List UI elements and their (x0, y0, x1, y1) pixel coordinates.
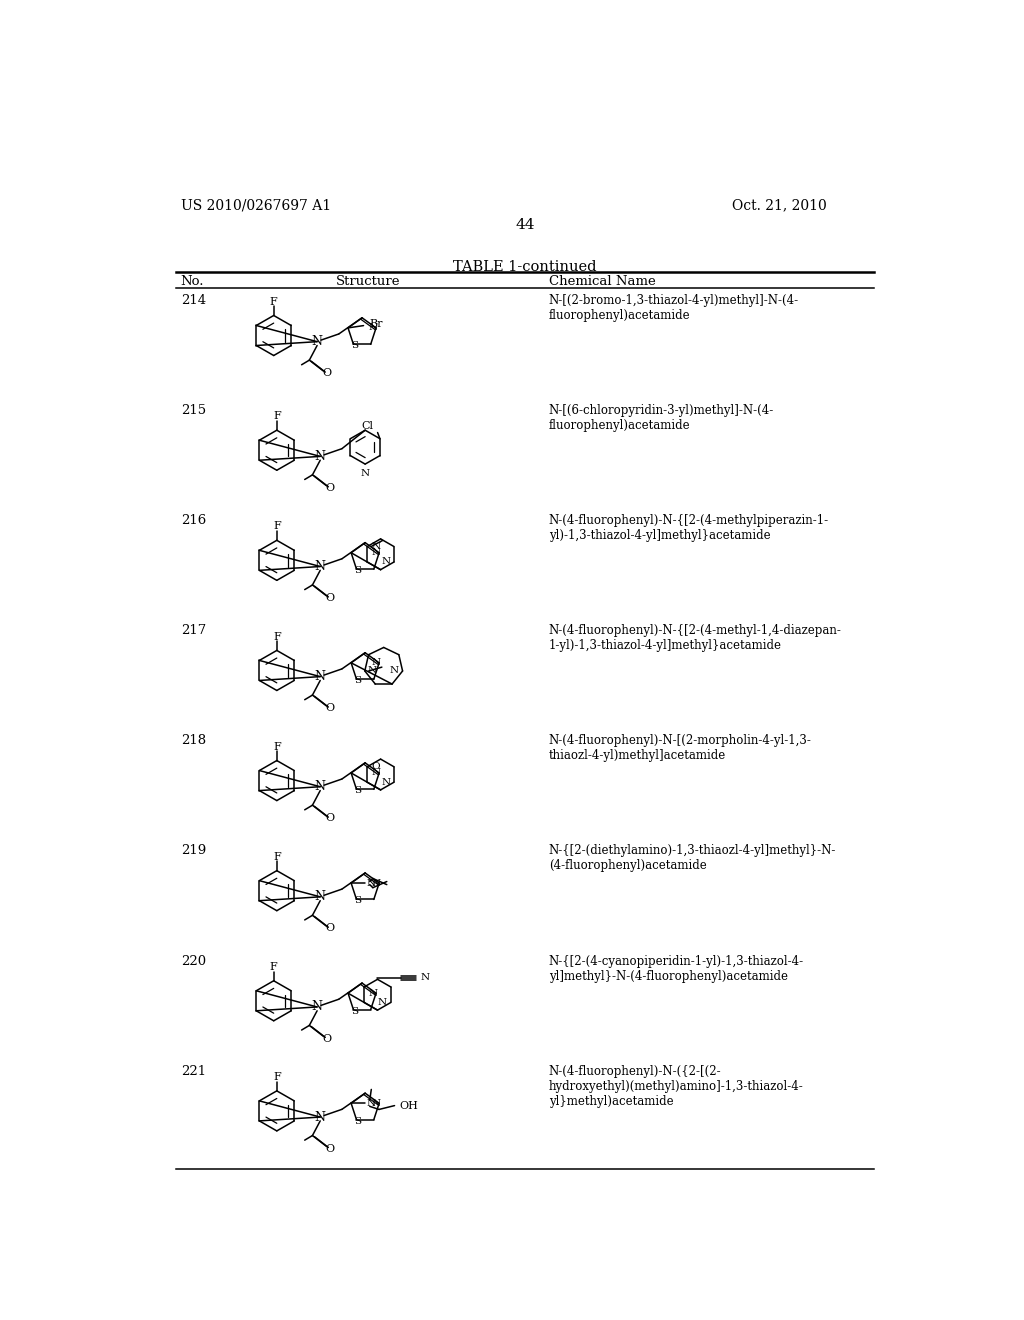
Text: N: N (372, 768, 381, 777)
Text: N: N (360, 469, 370, 478)
Text: OH: OH (399, 1101, 418, 1110)
Text: O: O (323, 368, 332, 379)
Text: 217: 217 (180, 624, 206, 638)
Text: S: S (354, 566, 361, 576)
Text: Chemical Name: Chemical Name (549, 275, 655, 288)
Text: O: O (326, 924, 335, 933)
Text: 215: 215 (180, 404, 206, 417)
Text: S: S (354, 896, 361, 906)
Text: N-{[2-(4-cyanopiperidin-1-yl)-1,3-thiazol-4-
yl]methyl}-N-(4-fluorophenyl)acetam: N-{[2-(4-cyanopiperidin-1-yl)-1,3-thiazo… (549, 954, 804, 982)
Text: F: F (270, 297, 278, 306)
Text: N: N (371, 543, 380, 550)
Text: N: N (389, 667, 398, 676)
Text: N-(4-fluorophenyl)-N-[(2-morpholin-4-yl-1,3-
thiaozl-4-yl)methyl]acetamide: N-(4-fluorophenyl)-N-[(2-morpholin-4-yl-… (549, 734, 812, 763)
Text: N: N (367, 1098, 376, 1107)
Text: N-(4-fluorophenyl)-N-{[2-(4-methyl-1,4-diazepan-
1-yl)-1,3-thiazol-4-yl]methyl}a: N-(4-fluorophenyl)-N-{[2-(4-methyl-1,4-d… (549, 624, 842, 652)
Text: N-(4-fluorophenyl)-N-({2-[(2-
hydroxyethyl)(methyl)amino]-1,3-thiazol-4-
yl}meth: N-(4-fluorophenyl)-N-({2-[(2- hydroxyeth… (549, 1065, 804, 1107)
Text: N: N (311, 1001, 323, 1014)
Text: N: N (369, 323, 378, 333)
Text: O: O (326, 593, 335, 603)
Text: N: N (311, 335, 323, 348)
Text: F: F (273, 412, 281, 421)
Text: N: N (367, 879, 376, 887)
Text: 221: 221 (180, 1065, 206, 1077)
Text: Oct. 21, 2010: Oct. 21, 2010 (732, 198, 827, 213)
Text: N: N (314, 560, 326, 573)
Text: 214: 214 (180, 294, 206, 308)
Text: O: O (323, 1034, 332, 1044)
Text: F: F (273, 521, 281, 532)
Text: F: F (273, 742, 281, 751)
Text: Cl: Cl (361, 421, 374, 432)
Text: N-(4-fluorophenyl)-N-{[2-(4-methylpiperazin-1-
yl)-1,3-thiazol-4-yl]methyl}aceta: N-(4-fluorophenyl)-N-{[2-(4-methylpipera… (549, 515, 829, 543)
Text: N-[(2-bromo-1,3-thiazol-4-yl)methyl]-N-(4-
fluorophenyl)acetamide: N-[(2-bromo-1,3-thiazol-4-yl)methyl]-N-(… (549, 294, 799, 322)
Text: US 2010/0267697 A1: US 2010/0267697 A1 (180, 198, 331, 213)
Text: F: F (273, 1072, 281, 1082)
Text: Br: Br (369, 319, 383, 329)
Text: N-[(6-chloropyridin-3-yl)methyl]-N-(4-
fluorophenyl)acetamide: N-[(6-chloropyridin-3-yl)methyl]-N-(4- f… (549, 404, 774, 432)
Text: 44: 44 (515, 218, 535, 232)
Text: N: N (314, 890, 326, 903)
Text: O: O (326, 1143, 335, 1154)
Text: TABLE 1-continued: TABLE 1-continued (453, 260, 597, 275)
Text: O: O (326, 483, 335, 492)
Text: N: N (381, 777, 390, 787)
Text: O: O (371, 762, 380, 771)
Text: N: N (372, 659, 381, 668)
Text: N: N (314, 450, 326, 463)
Text: N: N (378, 998, 387, 1007)
Text: 218: 218 (180, 734, 206, 747)
Text: F: F (273, 631, 281, 642)
Text: N: N (372, 879, 381, 887)
Text: N: N (368, 667, 376, 676)
Text: F: F (273, 851, 281, 862)
Text: No.: No. (180, 275, 204, 288)
Text: N: N (372, 548, 381, 557)
Text: Structure: Structure (336, 275, 400, 288)
Text: 219: 219 (180, 845, 206, 858)
Text: F: F (270, 962, 278, 972)
Text: N-{[2-(diethylamino)-1,3-thiaozl-4-yl]methyl}-N-
(4-fluorophenyl)acetamide: N-{[2-(diethylamino)-1,3-thiaozl-4-yl]me… (549, 845, 837, 873)
Text: N: N (314, 671, 326, 684)
Text: S: S (354, 676, 361, 685)
Text: N: N (421, 973, 430, 982)
Text: S: S (354, 787, 361, 796)
Text: S: S (354, 1117, 361, 1126)
Text: O: O (326, 813, 335, 824)
Text: N: N (372, 1098, 381, 1107)
Text: S: S (351, 342, 358, 350)
Text: N: N (381, 557, 390, 566)
Text: O: O (326, 704, 335, 713)
Text: N: N (314, 1110, 326, 1123)
Text: 216: 216 (180, 515, 206, 527)
Text: 220: 220 (180, 954, 206, 968)
Text: S: S (351, 1007, 358, 1015)
Text: N: N (314, 780, 326, 793)
Text: N: N (369, 989, 378, 998)
